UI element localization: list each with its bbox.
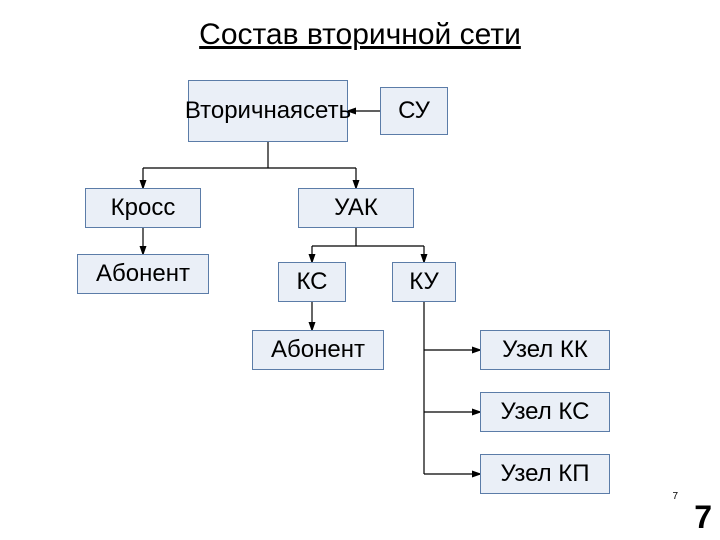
node-su: СУ [380,87,448,135]
node-ku: КУ [392,262,456,302]
node-uzelkk: Узел КК [480,330,610,370]
node-ks: КС [278,262,346,302]
page-title: Состав вторичной сети [199,18,521,52]
node-abonent2: Абонент [252,330,384,370]
page-number-small: 7 [672,491,678,502]
node-uzelks: Узел КС [480,392,610,432]
node-vtorichnaya: Вторичнаясеть [188,80,348,142]
node-abonent1: Абонент [77,254,209,294]
node-uak: УАК [298,188,414,228]
node-kross: Кросс [85,188,201,228]
node-uzelkp: Узел КП [480,454,610,494]
page-number-large: 7 [694,499,712,536]
